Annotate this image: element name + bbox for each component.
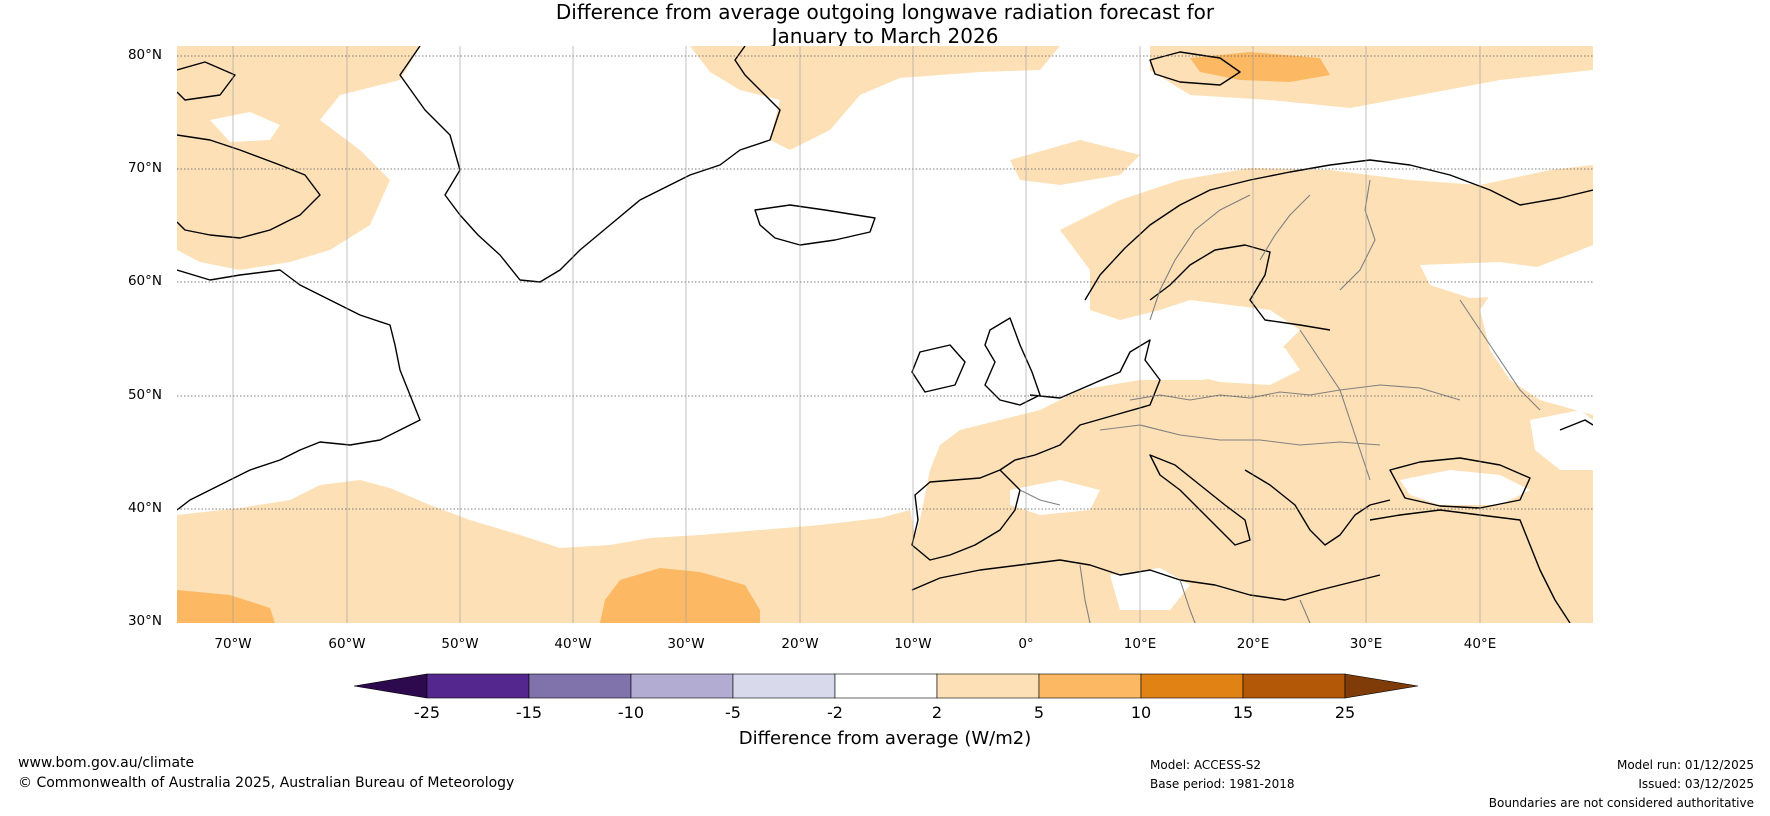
coast-caspian <box>1559 419 1593 431</box>
footer-website: www.bom.gov.au/climate <box>18 755 195 771</box>
lon-label-20w: 20°W <box>781 636 819 652</box>
chart-title: Difference from average outgoing longwav… <box>0 0 1770 48</box>
coast-canada-arctic <box>177 61 236 101</box>
colorbar-tick: -15 <box>515 703 543 722</box>
border-central-europe <box>1099 424 1381 446</box>
near-normal-holes <box>210 112 1593 610</box>
colorbar-bin-15-25 <box>1242 673 1346 699</box>
lon-label-70w: 70°W <box>214 636 252 652</box>
coast-iberia <box>911 469 1021 561</box>
hole-hudson <box>210 112 280 142</box>
coast-labrador <box>177 269 421 511</box>
colorbar-bin-neg2-2 <box>834 673 938 699</box>
coast-italy <box>1149 454 1251 546</box>
colorbar-bin-neg5-neg2 <box>732 673 836 699</box>
title-line-1: Difference from average outgoing longwav… <box>555 0 1215 24</box>
border-russia-south <box>1459 299 1541 411</box>
hole-central-europe <box>1170 340 1300 385</box>
border-north-africa <box>1079 564 1311 623</box>
coast-scandinavia <box>1084 159 1593 301</box>
hole-caspian <box>1530 410 1593 470</box>
meridians <box>232 46 1481 623</box>
border-iberia <box>1019 489 1061 506</box>
colorbar-bin-neg25-neg15 <box>426 673 530 699</box>
map-area <box>177 46 1593 623</box>
border-sweden-finland <box>1259 194 1311 261</box>
colorbar-tick: -2 <box>827 703 843 722</box>
hole-mediterranean <box>1010 480 1100 515</box>
lon-label-10e: 10°E <box>1123 636 1157 652</box>
lat-label-80n: 80°N <box>127 47 162 63</box>
shade-greenland-east <box>690 46 1060 150</box>
footer-issued: Issued: 03/12/2025 <box>1638 777 1754 791</box>
colorbar-tick: 5 <box>1033 703 1045 722</box>
border-western-europe <box>1129 384 1461 401</box>
colorbar-tick: -10 <box>617 703 645 722</box>
coast-north-africa <box>911 559 1381 601</box>
shade-svalbard <box>1190 52 1330 82</box>
national-borders <box>1019 179 1541 623</box>
footer-base-period: Base period: 1981-2018 <box>1150 777 1295 791</box>
colorbar-label: Difference from average (W/m2) <box>738 728 1032 749</box>
lon-label-30w: 30°W <box>667 636 705 652</box>
lon-label-40w: 40°W <box>554 636 592 652</box>
coast-iceland <box>754 204 876 246</box>
border-finland-russia <box>1339 179 1376 291</box>
colorbar-tick: 2 <box>931 703 943 722</box>
coast-western-europe <box>999 339 1161 471</box>
coast-turkey-levant <box>1369 509 1571 623</box>
footer-copyright: © Commonwealth of Australia 2025, Austra… <box>18 775 515 791</box>
coast-great-britain <box>984 317 1041 406</box>
lat-label-40n: 40°N <box>127 500 162 516</box>
shade-canada-west <box>177 46 420 270</box>
footer-model: Model: ACCESS-S2 <box>1150 758 1262 772</box>
shade-azores <box>600 568 760 623</box>
colorbar <box>353 673 1419 699</box>
anomaly-5-to-10-shading <box>177 52 1330 623</box>
hole-russia <box>1420 262 1560 298</box>
coast-balkans <box>1244 469 1391 546</box>
colorbar-high-extend <box>1344 673 1419 699</box>
lon-label-20e: 20°E <box>1236 636 1270 652</box>
colorbar-bin-5-10 <box>1038 673 1142 699</box>
shade-southwest-corner <box>177 590 275 623</box>
lon-label-0: 0° <box>1018 636 1034 652</box>
graticule <box>177 55 1593 510</box>
lat-label-30n: 30°N <box>127 613 162 629</box>
title-line-2: January to March 2026 <box>771 24 999 48</box>
colorbar-bin-2-5 <box>936 673 1040 699</box>
colorbar-tick: -5 <box>725 703 741 722</box>
colorbar-bin-10-15 <box>1140 673 1244 699</box>
colorbar-tick: 10 <box>1130 703 1152 722</box>
colorbar-tick: 15 <box>1232 703 1254 722</box>
lat-label-70n: 70°N <box>127 160 162 176</box>
border-norway-sweden <box>1149 194 1251 321</box>
coast-black-sea <box>1389 457 1531 509</box>
lat-label-50n: 50°N <box>127 387 162 403</box>
coast-ireland <box>911 344 966 393</box>
colorbar-tick: -25 <box>413 703 441 722</box>
coast-baltic <box>1149 244 1331 331</box>
colorbar-tick: 25 <box>1334 703 1356 722</box>
hole-black-sea <box>1400 470 1530 505</box>
colorbar-low-extend <box>353 673 428 699</box>
colorbar-bin-neg10-neg5 <box>630 673 734 699</box>
colorbar-bin-neg15-neg10 <box>528 673 632 699</box>
lon-label-60w: 60°W <box>328 636 366 652</box>
footer-model-run: Model run: 01/12/2025 <box>1616 758 1754 772</box>
shade-norwegian-sea <box>1010 140 1140 185</box>
lat-label-60n: 60°N <box>127 273 162 289</box>
anomaly-2-to-5-shading <box>177 46 1593 623</box>
lon-label-10w: 10°W <box>894 636 932 652</box>
coast-svalbard <box>1149 51 1241 86</box>
lon-label-30e: 30°E <box>1349 636 1383 652</box>
lon-label-50w: 50°W <box>441 636 479 652</box>
footer-disclaimer: Boundaries are not considered authoritat… <box>1488 796 1754 810</box>
coast-canada-islands <box>177 134 321 239</box>
hole-libya <box>1110 568 1190 610</box>
border-eastern-europe <box>1299 329 1371 481</box>
lon-label-40e: 40°E <box>1463 636 1497 652</box>
